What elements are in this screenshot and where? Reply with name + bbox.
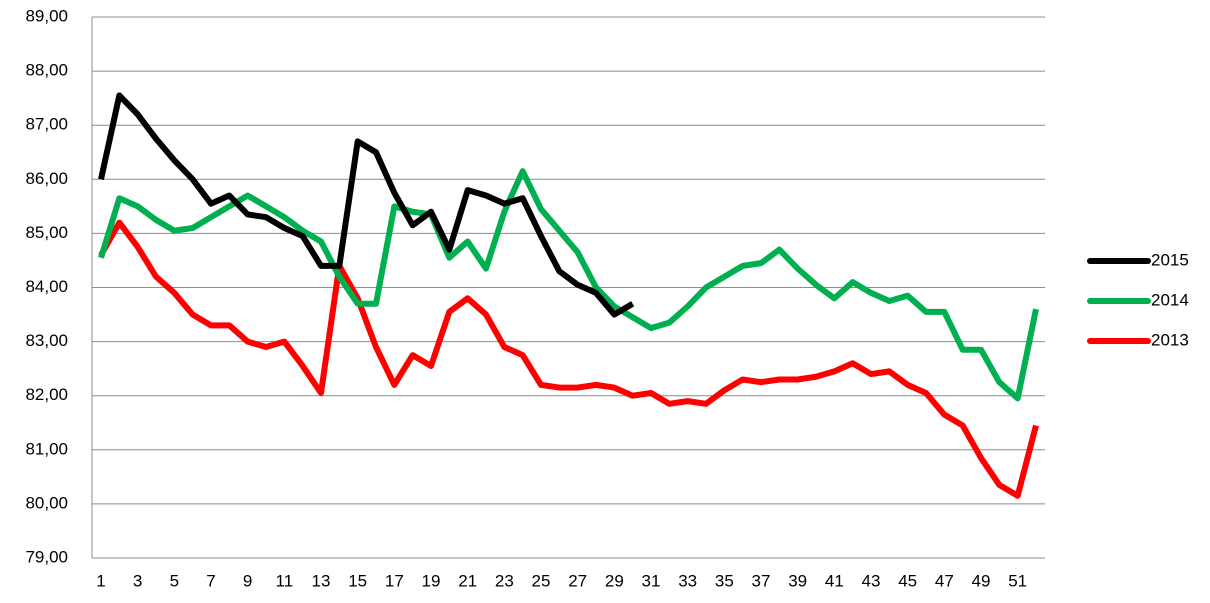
x-tick-label: 21 bbox=[458, 571, 477, 590]
x-tick-label: 43 bbox=[862, 571, 881, 590]
y-tick-label: 79,00 bbox=[25, 547, 68, 566]
y-tick-label: 88,00 bbox=[25, 61, 68, 80]
x-tick-label: 47 bbox=[935, 571, 954, 590]
y-tick-label: 86,00 bbox=[25, 169, 68, 188]
y-tick-label: 83,00 bbox=[25, 331, 68, 350]
y-tick-label: 87,00 bbox=[25, 115, 68, 134]
x-tick-label: 15 bbox=[348, 571, 367, 590]
series-line bbox=[98, 168, 1039, 402]
x-tick-label: 13 bbox=[312, 571, 331, 590]
x-tick-label: 39 bbox=[788, 571, 807, 590]
x-tick-label: 37 bbox=[752, 571, 771, 590]
y-tick-label: 82,00 bbox=[25, 385, 68, 404]
x-tick-label: 41 bbox=[825, 571, 844, 590]
x-tick-label: 19 bbox=[422, 571, 441, 590]
x-tick-label: 1 bbox=[96, 571, 105, 590]
x-tick-label: 25 bbox=[532, 571, 551, 590]
y-tick-label: 80,00 bbox=[25, 493, 68, 512]
y-tick-label: 89,00 bbox=[25, 6, 68, 25]
x-tick-label: 5 bbox=[170, 571, 179, 590]
x-tick-label: 51 bbox=[1008, 571, 1027, 590]
y-tick-label: 84,00 bbox=[25, 277, 68, 296]
x-tick-label: 33 bbox=[678, 571, 697, 590]
y-tick-label: 81,00 bbox=[25, 439, 68, 458]
x-tick-label: 17 bbox=[385, 571, 404, 590]
x-tick-label: 3 bbox=[133, 571, 142, 590]
legend-label: 2013 bbox=[1151, 330, 1189, 349]
x-tick-label: 27 bbox=[568, 571, 587, 590]
legend-label: 2015 bbox=[1151, 250, 1189, 269]
x-tick-label: 11 bbox=[276, 571, 294, 590]
x-tick-label: 29 bbox=[605, 571, 624, 590]
legend-label: 2014 bbox=[1151, 290, 1189, 309]
x-tick-label: 45 bbox=[898, 571, 917, 590]
x-tick-label: 23 bbox=[495, 571, 514, 590]
x-tick-label: 31 bbox=[642, 571, 661, 590]
x-tick-label: 35 bbox=[715, 571, 734, 590]
series-line bbox=[98, 92, 635, 318]
y-tick-label: 85,00 bbox=[25, 223, 68, 242]
x-tick-label: 9 bbox=[243, 571, 252, 590]
x-tick-label: 7 bbox=[206, 571, 215, 590]
x-tick-label: 49 bbox=[972, 571, 991, 590]
series-line bbox=[98, 219, 1039, 499]
